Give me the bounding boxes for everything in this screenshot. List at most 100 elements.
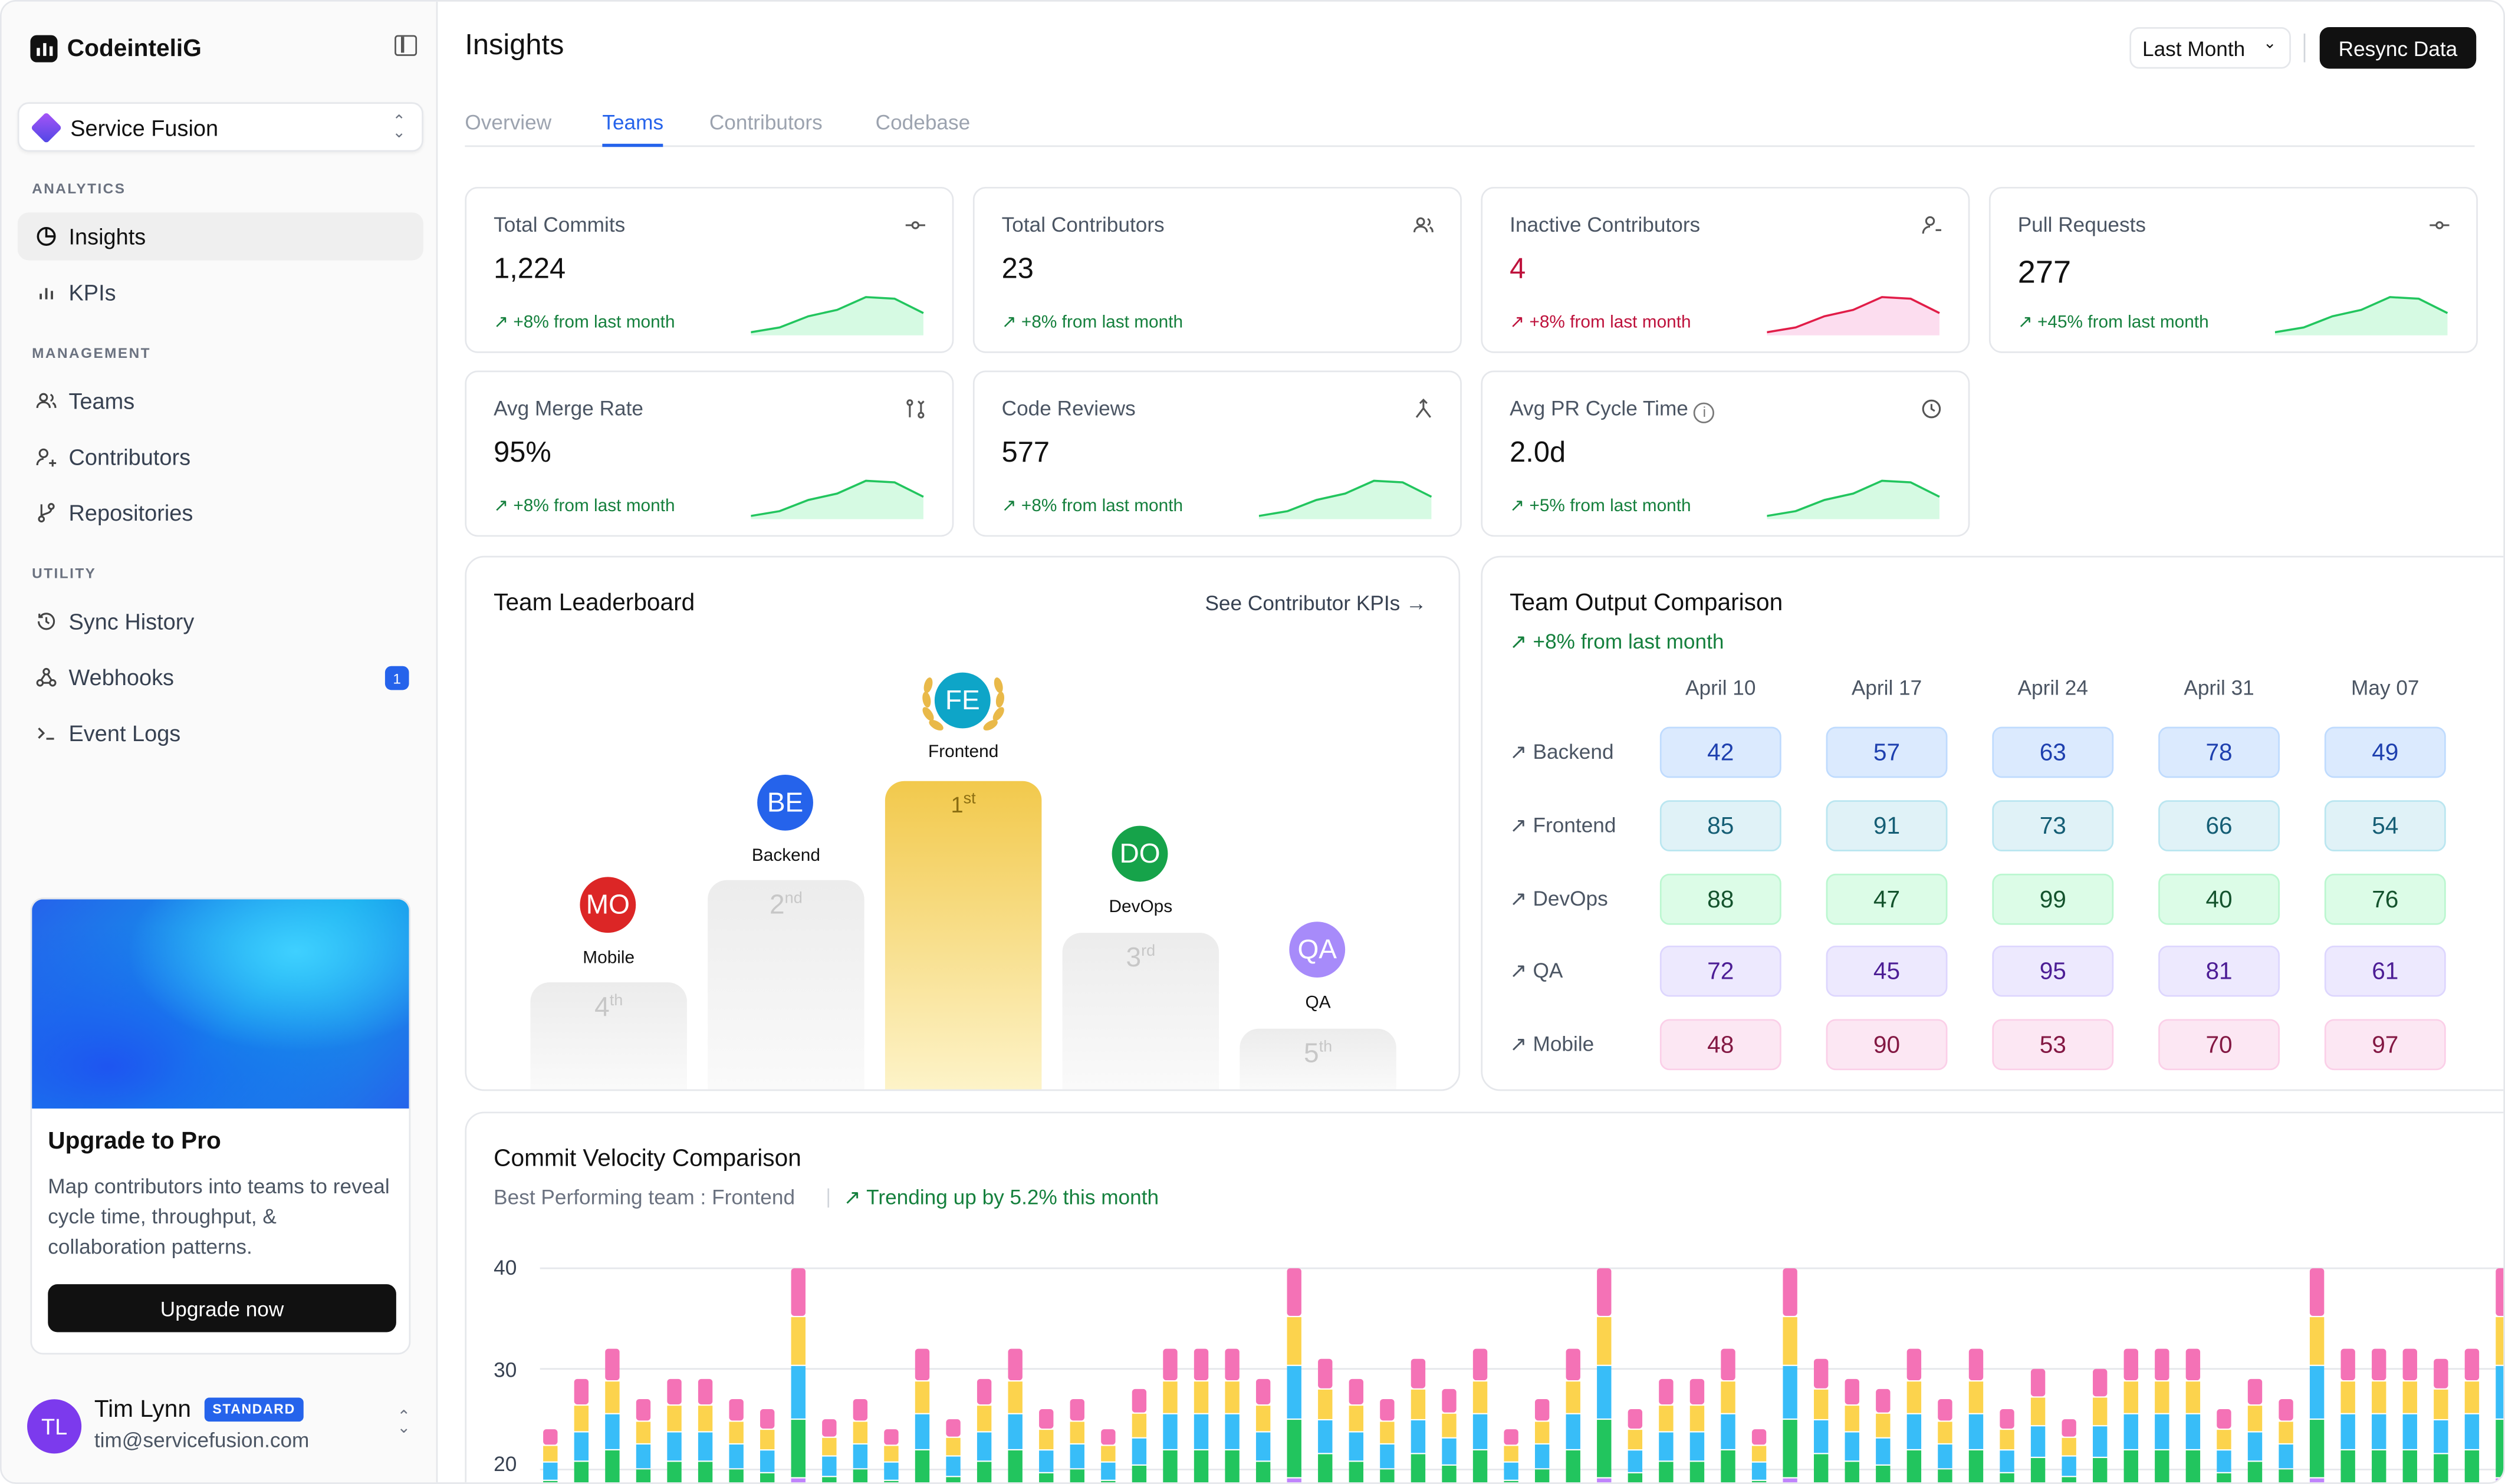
velocity-bar-stack[interactable] [1039, 1409, 1054, 1484]
velocity-bar-stack[interactable] [915, 1348, 930, 1484]
period-select[interactable]: Last Month ⌄ [2129, 27, 2291, 69]
velocity-bar-stack[interactable] [2000, 1409, 2014, 1484]
leaderboard-title: Team Leaderboard [494, 589, 695, 617]
velocity-bar-stack[interactable] [2309, 1268, 2325, 1484]
velocity-bar-stack[interactable] [1845, 1378, 1859, 1484]
velocity-bar-stack[interactable] [1876, 1388, 1891, 1484]
velocity-bar-stack[interactable] [791, 1268, 806, 1484]
info-icon[interactable]: i [1694, 402, 1715, 423]
sidebar-item-sync-history[interactable]: Sync History [18, 597, 423, 645]
sidebar-item-contributors[interactable]: Contributors [18, 433, 423, 481]
velocity-bar-stack[interactable] [667, 1378, 682, 1484]
user-menu[interactable]: TL Tim Lynn STANDARD tim@servicefusion.c… [27, 1396, 417, 1457]
velocity-bar-stack[interactable] [760, 1409, 775, 1484]
velocity-bar-stack[interactable] [1411, 1358, 1426, 1484]
velocity-bar-stack[interactable] [1814, 1358, 1829, 1484]
velocity-bar-stack[interactable] [2402, 1348, 2417, 1484]
velocity-bar-stack[interactable] [2247, 1378, 2263, 1484]
velocity-bar-stack[interactable] [1163, 1348, 1178, 1484]
velocity-bar-segment [1783, 1268, 1797, 1316]
velocity-bar-stack[interactable] [1906, 1348, 1922, 1484]
velocity-bar-stack[interactable] [1597, 1268, 1612, 1484]
velocity-bar-stack[interactable] [1659, 1378, 1674, 1484]
velocity-bar-stack[interactable] [977, 1378, 992, 1484]
tab-overview[interactable]: Overview [465, 110, 552, 134]
velocity-bar-stack[interactable] [1070, 1399, 1084, 1484]
trend-up-icon: ↗ [2017, 312, 2037, 333]
velocity-bar-segment [1194, 1450, 1209, 1483]
velocity-bar-stack[interactable] [822, 1419, 837, 1484]
velocity-bar-stack[interactable] [2372, 1348, 2386, 1484]
velocity-bar-stack[interactable] [636, 1399, 651, 1484]
tab-teams[interactable]: Teams [602, 110, 664, 147]
velocity-bar-stack[interactable] [574, 1378, 589, 1484]
velocity-bar-stack[interactable] [1628, 1409, 1643, 1484]
velocity-bar-stack[interactable] [1689, 1378, 1705, 1484]
kpi-delta: ↗ +8% from last month [1002, 311, 1183, 333]
velocity-bar-stack[interactable] [2155, 1348, 2169, 1484]
upgrade-now-button[interactable]: Upgrade now [48, 1284, 396, 1332]
velocity-bar-stack[interactable] [729, 1399, 744, 1484]
velocity-bar-stack[interactable] [1287, 1268, 1301, 1484]
velocity-bar-stack[interactable] [1349, 1378, 1364, 1484]
velocity-bar-stack[interactable] [2217, 1409, 2231, 1484]
velocity-bar-stack[interactable] [1472, 1348, 1488, 1484]
velocity-bar-stack[interactable] [1504, 1429, 1518, 1484]
team-avatar-qa[interactable]: QA [1289, 922, 1346, 978]
velocity-bar-stack[interactable] [698, 1378, 713, 1484]
velocity-bar-stack[interactable] [2464, 1348, 2480, 1484]
velocity-bar-stack[interactable] [1380, 1399, 1395, 1484]
workspace-switcher[interactable]: Service Fusion ⌃ ⌄ [17, 102, 423, 152]
velocity-bar-stack[interactable] [2340, 1348, 2355, 1484]
team-avatar-devops[interactable]: DO [1112, 825, 1168, 882]
velocity-bar-stack[interactable] [884, 1429, 899, 1484]
sidebar-item-insights[interactable]: Insights [17, 212, 423, 261]
velocity-bar-segment [1597, 1365, 1612, 1419]
velocity-bar-stack[interactable] [605, 1348, 620, 1484]
velocity-bar-stack[interactable] [1318, 1358, 1333, 1484]
sidebar-item-teams[interactable]: Teams [18, 377, 423, 425]
velocity-bar-stack[interactable] [1442, 1388, 1457, 1484]
velocity-bar-stack[interactable] [543, 1429, 558, 1484]
velocity-bar-stack[interactable] [1751, 1429, 1767, 1484]
sidebar-item-repositories[interactable]: Repositories [18, 489, 423, 537]
tab-codebase[interactable]: Codebase [875, 110, 971, 134]
velocity-bar-stack[interactable] [1783, 1268, 1797, 1484]
velocity-bar-segment [1968, 1414, 1984, 1449]
velocity-bar-stack[interactable] [2093, 1368, 2108, 1484]
team-avatar-mobile[interactable]: MO [580, 877, 636, 933]
sidebar-toggle-icon[interactable] [395, 35, 418, 56]
velocity-bar-segment [1132, 1388, 1147, 1413]
velocity-bar-stack[interactable] [2123, 1348, 2138, 1484]
sidebar-item-kpis[interactable]: KPIs [18, 268, 423, 316]
kpi-card-code-reviews: Code Reviews 577 ↗ +8% from last month [972, 370, 1462, 537]
velocity-bar-stack[interactable] [2185, 1348, 2201, 1484]
trend-up-icon: ↗ [1510, 886, 1533, 911]
velocity-bar-stack[interactable] [2030, 1368, 2046, 1484]
velocity-bar-stack[interactable] [1101, 1429, 1116, 1484]
velocity-bar-stack[interactable] [2279, 1399, 2293, 1484]
velocity-bar-stack[interactable] [1938, 1399, 1952, 1484]
velocity-bar-stack[interactable] [1225, 1348, 1240, 1484]
team-avatar-frontend[interactable]: FE [934, 672, 991, 729]
sidebar-item-webhooks[interactable]: Webhooks 1 [18, 653, 423, 701]
velocity-bar-stack[interactable] [2496, 1268, 2505, 1484]
velocity-bar-stack[interactable] [1255, 1378, 1271, 1484]
velocity-bar-stack[interactable] [1721, 1348, 1735, 1484]
velocity-bar-stack[interactable] [946, 1419, 961, 1484]
sidebar-item-event-logs[interactable]: Event Logs [18, 709, 423, 757]
velocity-bar-stack[interactable] [1534, 1399, 1550, 1484]
velocity-bar-stack[interactable] [1008, 1348, 1023, 1484]
velocity-bar-stack[interactable] [1968, 1348, 1984, 1484]
velocity-bar-stack[interactable] [1194, 1348, 1209, 1484]
see-contributor-kpis-link[interactable]: See Contributor KPIs → [1205, 591, 1427, 616]
resync-data-button[interactable]: Resync Data [2319, 27, 2477, 69]
velocity-bar-stack[interactable] [2062, 1419, 2076, 1484]
velocity-bar-stack[interactable] [2434, 1358, 2448, 1484]
velocity-bar-stack[interactable] [1566, 1348, 1580, 1484]
velocity-bar-stack[interactable] [1132, 1388, 1147, 1484]
velocity-bar-stack[interactable] [853, 1399, 868, 1484]
team-avatar-backend[interactable]: BE [757, 774, 813, 831]
tab-contributors[interactable]: Contributors [709, 110, 823, 134]
